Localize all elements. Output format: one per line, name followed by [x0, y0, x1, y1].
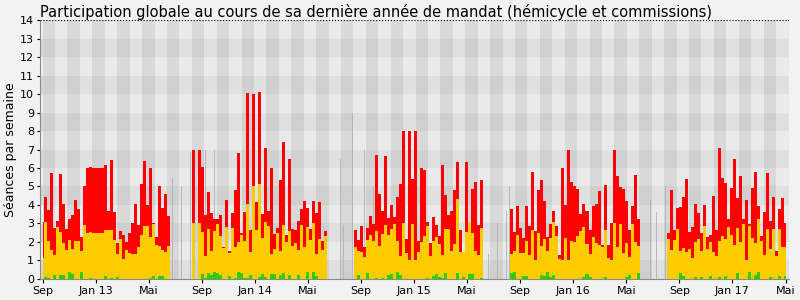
Bar: [316, 20, 329, 279]
Bar: [304, 20, 316, 279]
Bar: [118, 20, 130, 279]
Bar: [726, 20, 738, 279]
Bar: [664, 20, 677, 279]
Bar: [40, 224, 789, 242]
Bar: [40, 242, 789, 260]
Bar: [789, 20, 800, 279]
Bar: [92, 20, 105, 279]
Bar: [390, 20, 403, 279]
Bar: [142, 20, 154, 279]
Bar: [154, 20, 167, 279]
Bar: [179, 20, 192, 279]
Bar: [217, 20, 229, 279]
Bar: [42, 20, 55, 279]
Bar: [441, 20, 453, 279]
Bar: [291, 20, 304, 279]
Bar: [40, 149, 789, 168]
Bar: [515, 20, 527, 279]
Bar: [40, 168, 789, 187]
Bar: [354, 20, 366, 279]
Bar: [130, 20, 142, 279]
Bar: [689, 20, 702, 279]
Bar: [266, 20, 279, 279]
Bar: [40, 20, 789, 39]
Bar: [40, 260, 789, 279]
Y-axis label: Séances par semaine: Séances par semaine: [4, 82, 17, 217]
Bar: [40, 187, 789, 205]
Bar: [105, 20, 118, 279]
Bar: [527, 20, 540, 279]
Bar: [751, 20, 764, 279]
Bar: [366, 20, 378, 279]
Bar: [378, 20, 390, 279]
Bar: [652, 20, 664, 279]
Bar: [167, 20, 179, 279]
Bar: [614, 20, 627, 279]
Bar: [540, 20, 552, 279]
Bar: [40, 112, 789, 131]
Bar: [776, 20, 789, 279]
Bar: [764, 20, 776, 279]
Bar: [590, 20, 602, 279]
Bar: [341, 20, 354, 279]
Bar: [552, 20, 565, 279]
Bar: [40, 39, 789, 57]
Bar: [565, 20, 577, 279]
Bar: [702, 20, 714, 279]
Bar: [55, 20, 67, 279]
Bar: [40, 57, 789, 76]
Bar: [40, 131, 789, 149]
Bar: [67, 20, 80, 279]
Bar: [40, 94, 789, 112]
Bar: [40, 76, 789, 94]
Bar: [428, 20, 441, 279]
Bar: [403, 20, 415, 279]
Bar: [490, 20, 502, 279]
Bar: [677, 20, 689, 279]
Bar: [502, 20, 515, 279]
Bar: [254, 20, 266, 279]
Bar: [738, 20, 751, 279]
Bar: [478, 20, 490, 279]
Bar: [279, 20, 291, 279]
Bar: [639, 20, 652, 279]
Bar: [627, 20, 639, 279]
Bar: [453, 20, 466, 279]
Bar: [80, 20, 92, 279]
Bar: [204, 20, 217, 279]
Bar: [329, 20, 341, 279]
Bar: [40, 205, 789, 224]
Bar: [242, 20, 254, 279]
Bar: [229, 20, 242, 279]
Bar: [192, 20, 204, 279]
Bar: [415, 20, 428, 279]
Bar: [577, 20, 590, 279]
Bar: [466, 20, 478, 279]
Text: Participation globale au cours de sa dernière année de mandat (hémicycle et comm: Participation globale au cours de sa der…: [40, 4, 712, 20]
Bar: [714, 20, 726, 279]
Bar: [602, 20, 614, 279]
